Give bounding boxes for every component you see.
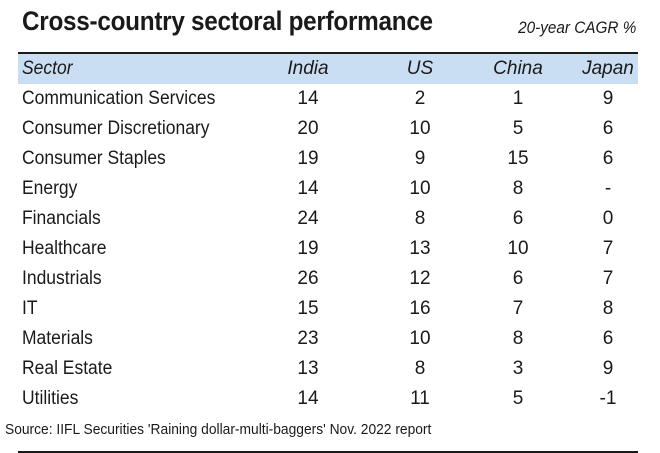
cell-china: 15 (507, 148, 529, 169)
cell-sector: Consumer Discretionary (22, 118, 210, 139)
cell-india: 14 (297, 178, 319, 199)
cell-sector: Materials (22, 328, 93, 349)
cell-japan: 6 (602, 328, 614, 349)
column-header-us: US (406, 58, 434, 79)
cell-sector: Communication Services (22, 88, 216, 109)
cell-japan: 8 (602, 298, 614, 319)
cell-us: 10 (409, 328, 431, 349)
cell-japan: 9 (602, 358, 614, 379)
column-header-china: China (493, 58, 543, 79)
cell-india: 19 (297, 148, 319, 169)
cell-india: 14 (297, 388, 319, 409)
cell-japan: - (604, 178, 612, 199)
cell-china: 6 (512, 268, 524, 289)
column-header-sector: Sector (22, 58, 73, 79)
table-row: Financials 24 8 6 0 (18, 204, 638, 234)
cell-china: 3 (512, 358, 524, 379)
cell-india: 15 (297, 298, 319, 319)
cell-india: 13 (297, 358, 319, 379)
cell-india: 24 (297, 208, 319, 229)
cell-china: 7 (512, 298, 524, 319)
cell-china: 1 (512, 88, 524, 109)
cell-sector: Real Estate (22, 358, 113, 379)
table-row: Materials 23 10 8 6 (18, 324, 638, 354)
column-header-japan: Japan (582, 58, 634, 79)
cell-us: 2 (414, 88, 426, 109)
cell-us: 10 (409, 178, 431, 199)
cell-us: 9 (414, 148, 426, 169)
cell-us: 8 (414, 208, 426, 229)
cell-china: 6 (512, 208, 524, 229)
cell-us: 10 (409, 118, 431, 139)
cell-india: 20 (297, 118, 319, 139)
cell-us: 16 (409, 298, 431, 319)
table-row: Healthcare 19 13 10 7 (18, 234, 638, 264)
cell-japan: 7 (602, 238, 614, 259)
column-header-india: India (287, 58, 329, 79)
table-body: Communication Services 14 2 1 9 Consumer Disc… (18, 84, 638, 414)
table-row: Utilities 14 11 5 -1 (18, 384, 638, 414)
cell-japan: 6 (602, 118, 614, 139)
chart-subtitle: 20-year CAGR % (517, 18, 636, 37)
table-row: Consumer Discretionary 20 10 5 6 (18, 114, 638, 144)
cell-japan: 6 (602, 148, 614, 169)
source-note: Source: IIFL Securities 'Raining dollar-… (5, 421, 432, 438)
cell-japan: 0 (602, 208, 614, 229)
cell-us: 13 (409, 238, 431, 259)
cell-china: 8 (512, 178, 524, 199)
table-row: Communication Services 14 2 1 9 (18, 84, 638, 114)
cell-japan: 7 (602, 268, 614, 289)
cell-us: 12 (409, 268, 431, 289)
chart-title: Cross-country sectoral performance (22, 6, 433, 36)
cell-japan: 9 (602, 88, 614, 109)
cell-sector: Industrials (22, 268, 102, 289)
cell-japan: -1 (599, 388, 617, 409)
table-row: Real Estate 13 8 3 9 (18, 354, 638, 384)
cell-sector: Financials (22, 208, 101, 229)
cell-sector: IT (22, 298, 38, 319)
cell-india: 23 (297, 328, 319, 349)
table-row: IT 15 16 7 8 (18, 294, 638, 324)
cell-china: 8 (512, 328, 524, 349)
cell-sector: Healthcare (22, 238, 107, 259)
table-row: Consumer Staples 19 9 15 6 (18, 144, 638, 174)
cell-india: 14 (297, 88, 319, 109)
cell-sector: Utilities (22, 388, 79, 409)
data-table: Sector India US China Japan Communicatio… (18, 52, 638, 453)
cell-india: 26 (297, 268, 319, 289)
cell-sector: Consumer Staples (22, 148, 166, 169)
table-row: Industrials 26 12 6 7 (18, 264, 638, 294)
cell-sector: Energy (22, 178, 78, 199)
table-header-row: Sector India US China Japan (18, 52, 638, 84)
cell-us: 8 (414, 358, 426, 379)
table-row: Energy 14 10 8 - (18, 174, 638, 204)
cell-china: 5 (512, 388, 524, 409)
cell-india: 19 (297, 238, 319, 259)
cell-china: 5 (512, 118, 524, 139)
cell-china: 10 (507, 238, 529, 259)
cell-us: 11 (410, 388, 430, 409)
